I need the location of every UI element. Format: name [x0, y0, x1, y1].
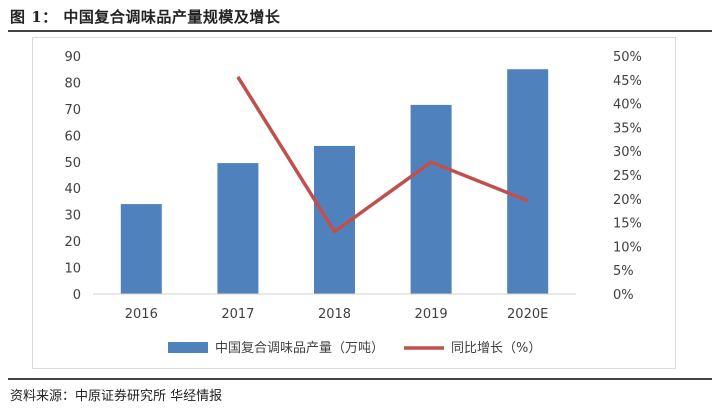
left-axis-tick-label: 90 — [64, 50, 81, 65]
growth-point — [527, 200, 529, 202]
legend-label-line: 同比增长（%） — [451, 341, 541, 356]
left-axis-tick-label: 20 — [64, 235, 81, 250]
left-axis-tick-label: 60 — [64, 129, 81, 144]
left-axis-tick-label: 40 — [64, 182, 81, 197]
x-axis-tick-label: 2018 — [318, 307, 351, 322]
right-axis-tick-label: 20% — [613, 193, 642, 208]
left-axis-tick-label: 0 — [73, 288, 81, 303]
left-axis-tick-label: 70 — [64, 103, 81, 118]
figure-title: 图 1： 中国复合调味品产量规模及增长 — [10, 8, 281, 26]
growth-point — [430, 161, 432, 163]
right-axis-tick-label: 30% — [613, 145, 642, 160]
legend-swatch-bar — [168, 342, 208, 353]
left-axis-tick-label: 80 — [64, 76, 81, 91]
right-axis-tick-label: 50% — [613, 50, 642, 65]
right-axis-tick-label: 5% — [613, 264, 634, 279]
bar — [410, 104, 452, 294]
bar — [217, 163, 259, 294]
x-axis-tick-label: 2017 — [221, 307, 254, 322]
right-axis-tick-label: 10% — [613, 240, 642, 255]
growth-point — [334, 231, 335, 233]
bar — [120, 204, 162, 294]
legend-label-bar: 中国复合调味品产量（万吨） — [215, 341, 384, 356]
x-axis-tick-label: 2020E — [507, 307, 548, 322]
figure-header: 图 1： 中国复合调味品产量规模及增长 — [8, 6, 714, 28]
right-axis-tick-label: 35% — [613, 121, 642, 136]
right-axis-tick-label: 40% — [613, 98, 642, 113]
source-note: 资料来源：中原证券研究所 华经情报 — [10, 389, 223, 404]
growth-line — [236, 76, 529, 234]
combo-chart: 0 10 20 30 40 50 60 70 80 90 0% 5% 10% 15% 20% 25% 30% 35… — [64, 50, 642, 356]
x-axis-tick-label: 2016 — [125, 307, 158, 322]
x-axis-tick-label: 2019 — [415, 307, 448, 322]
left-axis-tick-label: 30 — [64, 209, 81, 224]
left-axis-tick-label: 10 — [64, 262, 81, 277]
right-axis-tick-label: 45% — [613, 74, 642, 89]
top-rule — [8, 30, 712, 32]
right-axis-tick-label: 0% — [613, 288, 634, 303]
right-axis-tick-label: 15% — [613, 217, 642, 232]
right-axis-tick-label: 25% — [613, 169, 642, 184]
growth-point — [237, 76, 239, 78]
bar — [507, 69, 549, 294]
left-axis-tick-label: 50 — [64, 156, 81, 171]
bottom-rule — [8, 378, 712, 380]
chart-area: 0 10 20 30 40 50 60 70 80 90 0% 5% 10% 15% 20% 25% 30% 35… — [32, 37, 676, 369]
